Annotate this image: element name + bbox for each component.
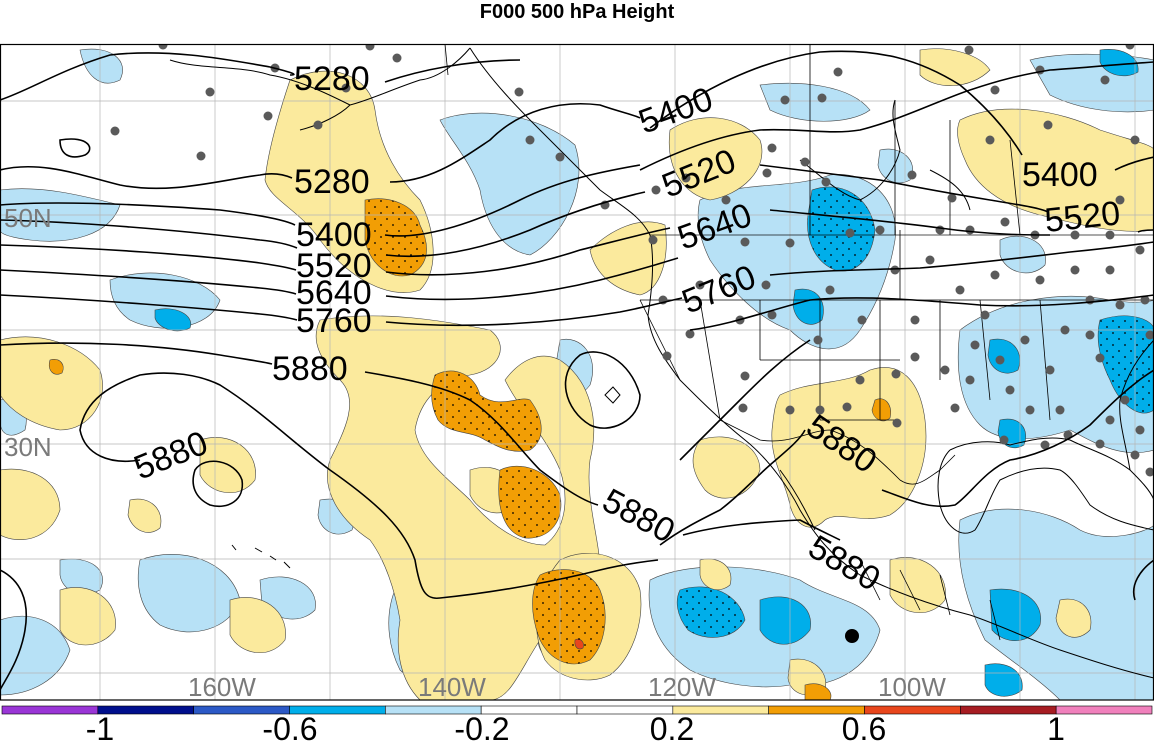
contour-label: 5640: [296, 274, 372, 312]
colorbar-segment: [960, 705, 1057, 715]
colorbar-label: -0.6: [262, 711, 317, 742]
colorbar: [1, 705, 1153, 715]
grid-labels: 50N 30N 160W 140W 120W 100W: [4, 203, 946, 702]
lat-label-50n: 50N: [4, 203, 52, 233]
colorbar-label: -0.2: [454, 711, 509, 742]
colorbar-label: 1: [1047, 711, 1065, 742]
lon-label-160w: 160W: [188, 672, 256, 702]
contour-label: 5400: [1022, 156, 1098, 194]
significance-stippling: [365, 186, 1154, 664]
colorbar-segment: [1, 705, 99, 715]
lon-label-100w: 100W: [878, 672, 946, 702]
station-markers: [110, 44, 1154, 477]
height-contours: [0, 50, 1154, 691]
lon-label-120w: 120W: [648, 672, 716, 702]
colorbar-label: -1: [86, 711, 114, 742]
contour-label: 5880: [272, 350, 348, 388]
contour-label: 5280: [294, 60, 370, 98]
contour-label: 5520: [1043, 194, 1122, 240]
lat-label-30n: 30N: [4, 432, 52, 462]
colorbar-labels: -1 -0.6 -0.2 0.2 0.6 1: [86, 711, 1065, 742]
lat-lon-grid: [0, 44, 1154, 700]
map-title: F000 500 hPa Height: [479, 1, 675, 23]
contour-label: 5280: [294, 163, 370, 201]
contour-label: 5520: [296, 247, 372, 285]
contour-label: 5760: [296, 302, 372, 340]
contour-label: 5400: [296, 216, 372, 254]
lon-label-140w: 140W: [418, 672, 486, 702]
reference-point-marker: [845, 629, 859, 643]
colorbar-label: 0.6: [842, 711, 886, 742]
colorbar-segment: [1055, 705, 1153, 715]
colorbar-label: 0.2: [650, 711, 694, 742]
